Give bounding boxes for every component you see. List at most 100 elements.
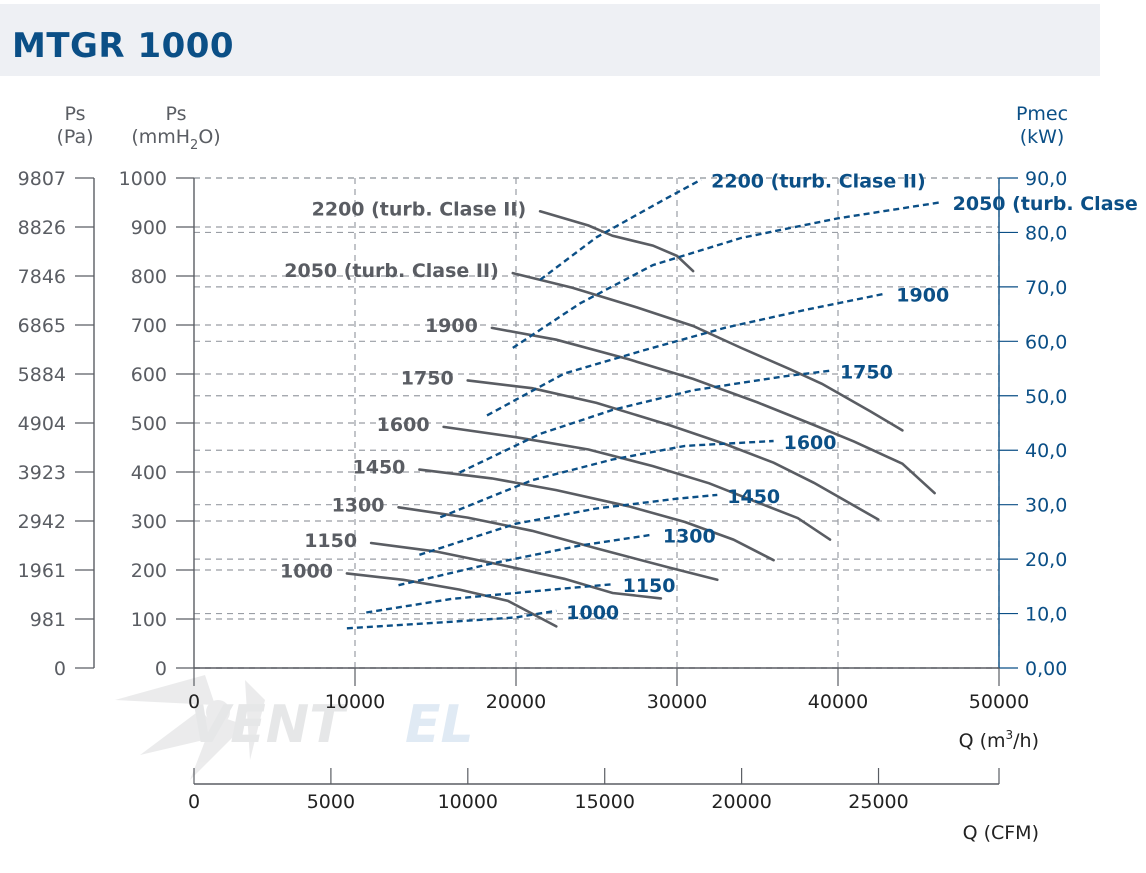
mmh2o-tick-label: 200 <box>131 560 167 582</box>
pressure-curve-3 <box>418 468 775 562</box>
pa-tick-label: 4904 <box>18 413 66 435</box>
pressure-curve-1 <box>369 541 663 600</box>
pa-axis-title: Ps (Pa) <box>56 103 93 148</box>
mmh2o-axis-title: Ps (mmH2O) <box>131 103 220 153</box>
pa-axis-title-line1: Ps <box>64 103 85 125</box>
pmec-tick-label: 70,0 <box>1025 277 1067 299</box>
mmh2o-tick-label: 900 <box>131 217 167 239</box>
pa-tick-label: 5884 <box>18 364 66 386</box>
power-curve-1 <box>366 583 613 614</box>
svg-text:EL: EL <box>405 695 474 755</box>
q-m3h-tick-label: 20000 <box>486 691 546 713</box>
pressure-curve-0 <box>345 572 558 628</box>
svg-text:VENT: VENT <box>190 695 348 755</box>
pressure-curve-label-5: 1750 <box>401 367 454 389</box>
pmec-axis-title-line2: (kW) <box>1020 126 1065 148</box>
pa-axis-title-line2: (Pa) <box>56 126 93 148</box>
q-m3h-tick-label: 50000 <box>969 691 1029 713</box>
q-m3h-tick-label: 40000 <box>808 691 868 713</box>
pressure-curve-2 <box>397 506 719 582</box>
mmh2o-axis-title-line2: (mmH2O) <box>131 126 220 153</box>
power-curve-7 <box>512 200 943 349</box>
pmec-tick-label: 40,0 <box>1025 440 1067 462</box>
pmec-tick-label: 30,0 <box>1025 495 1067 517</box>
mmh2o-axis-title-line1: Ps <box>165 103 186 125</box>
q-m3h-tick-label: 30000 <box>647 691 707 713</box>
pmec-axis-title-line1: Pmec <box>1016 103 1068 125</box>
q-cfm-tick-label: 5000 <box>307 791 355 813</box>
power-curve-label-1: 1150 <box>623 575 676 597</box>
pa-tick-label: 9807 <box>18 168 66 190</box>
pa-tick-label: 7846 <box>18 266 66 288</box>
mmh2o-tick-label: 1000 <box>119 168 167 190</box>
axes: 0 981 1961 2942 3923 4904 5884 6865 7846 8826 9807… <box>18 168 1068 813</box>
power-curve-label-8: 2200 (turb. Clase II) <box>711 171 926 193</box>
q-m3h-tick-label: 0 <box>188 691 200 713</box>
mmh2o-tick-label: 400 <box>131 462 167 484</box>
power-curve-2 <box>398 533 654 587</box>
mmh2o-tick-label: 700 <box>131 315 167 337</box>
pmec-tick-label: 80,0 <box>1025 222 1067 244</box>
q-cfm-tick-label: 0 <box>188 791 200 813</box>
power-curve-label-5: 1750 <box>840 362 893 384</box>
power-curve-label-7: 2050 (turb. Clase II) <box>953 193 1146 215</box>
page-title: MTGR 1000 <box>12 26 235 66</box>
power-curve-4 <box>439 439 774 519</box>
pa-tick-label: 8826 <box>18 217 66 239</box>
q-cfm-tick-label: 10000 <box>438 791 498 813</box>
pressure-curve-label-2: 1300 <box>332 494 385 516</box>
pressure-curve-4 <box>442 425 832 541</box>
pa-tick-label: 0 <box>54 658 66 680</box>
grid-lines <box>194 177 1000 669</box>
power-curve-0 <box>346 609 557 630</box>
pmec-tick-label: 10,0 <box>1025 604 1067 626</box>
q-cfm-tick-label: 20000 <box>711 791 771 813</box>
pressure-curve-label-3: 1450 <box>353 457 406 479</box>
pa-tick-label: 2942 <box>18 511 66 533</box>
pmec-tick-label: 60,0 <box>1025 331 1067 353</box>
power-curve-label-3: 1450 <box>727 486 780 508</box>
pressure-curve-label-4: 1600 <box>377 414 430 436</box>
mmh2o-tick-label: 100 <box>131 609 167 631</box>
pmec-axis-title: Pmec (kW) <box>1016 103 1068 148</box>
pmec-tick-label: 90,0 <box>1025 168 1067 190</box>
power-curve-label-6: 1900 <box>896 284 949 306</box>
mmh2o-tick-label: 600 <box>131 364 167 386</box>
pressure-curve-7 <box>511 271 904 432</box>
power-curve-5 <box>459 369 831 474</box>
mmh2o-tick-label: 500 <box>131 413 167 435</box>
pressure-curve-5 <box>466 379 880 521</box>
q-cfm-tick-label: 15000 <box>574 791 634 813</box>
pmec-tick-label: 0,00 <box>1025 658 1067 680</box>
pmec-tick-label: 20,0 <box>1025 549 1067 571</box>
pa-tick-label: 981 <box>30 609 66 631</box>
pressure-curve-label-7: 2050 (turb. Clase II) <box>284 260 499 282</box>
pressure-curve-label-0: 1000 <box>280 560 333 582</box>
pa-tick-label: 1961 <box>18 560 66 582</box>
brand-logo-watermark: VENT EL <box>115 675 474 780</box>
power-curve-label-2: 1300 <box>663 526 716 548</box>
power-curve-label-0: 1000 <box>566 602 619 624</box>
pressure-curve-label-8: 2200 (turb. Clase II) <box>312 198 527 220</box>
mmh2o-tick-label: 800 <box>131 266 167 288</box>
q-cfm-tick-label: 25000 <box>848 791 908 813</box>
q-m3h-tick-label: 10000 <box>325 691 385 713</box>
power-curve-8 <box>539 178 702 281</box>
power-curve-6 <box>486 292 887 417</box>
q-cfm-axis-title: Q (CFM) <box>963 822 1039 844</box>
power-curve-label-4: 1600 <box>784 432 837 454</box>
header-bar: MTGR 1000 <box>0 4 1100 76</box>
pressure-curve-8 <box>538 210 695 273</box>
pa-tick-label: 3923 <box>18 462 66 484</box>
pmec-tick-label: 50,0 <box>1025 386 1067 408</box>
power-curve-3 <box>419 493 718 556</box>
mmh2o-tick-label: 0 <box>155 658 167 680</box>
pressure-curve-label-1: 1150 <box>304 530 357 552</box>
q-m3h-axis-title: Q (m3/h) <box>959 728 1039 752</box>
pressure-curve-6 <box>490 326 936 495</box>
curve-series <box>345 178 943 630</box>
pressure-curve-label-6: 1900 <box>425 315 478 337</box>
pa-tick-label: 6865 <box>18 315 66 337</box>
mmh2o-tick-label: 300 <box>131 511 167 533</box>
